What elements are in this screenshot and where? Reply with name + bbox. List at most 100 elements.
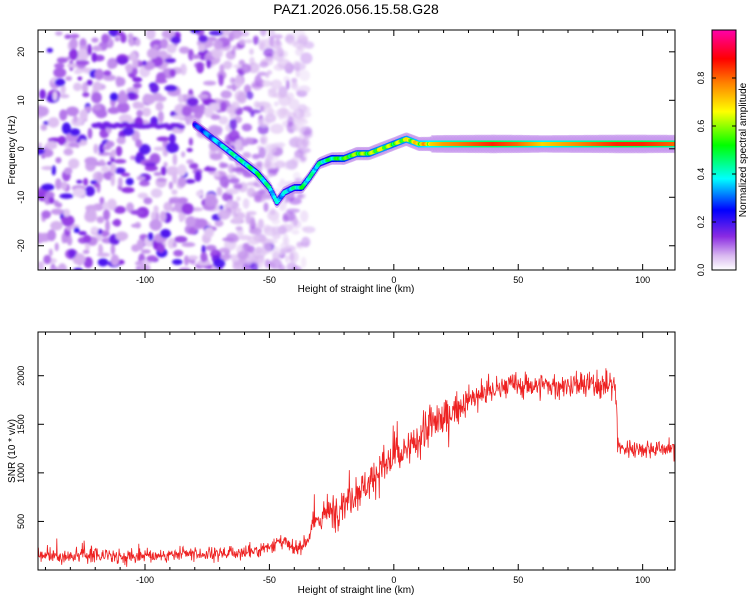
noise-blob (287, 116, 294, 127)
noise-blob (209, 30, 223, 36)
noise-blob (61, 214, 75, 227)
noise-blob (116, 56, 128, 65)
snr-series (38, 368, 675, 567)
noise-blob (47, 117, 60, 128)
noise-blob-layer (38, 30, 316, 270)
spectrogram-noise-blobs (38, 30, 316, 270)
snr-x-tick-label: 50 (513, 575, 523, 585)
noise-blob (113, 206, 126, 214)
snr-x-tick-label: 100 (635, 575, 650, 585)
noise-blob (194, 218, 208, 229)
noise-blob (172, 241, 177, 248)
noise-blob (177, 197, 189, 204)
noise-blob (265, 72, 270, 79)
noise-blob (53, 67, 67, 78)
noise-blob (69, 38, 78, 50)
noise-blob (258, 38, 266, 51)
noise-blob (63, 167, 73, 175)
noise-blob (155, 101, 164, 112)
noise-blob (132, 67, 138, 76)
noise-blob (225, 106, 236, 114)
noise-blob (93, 143, 99, 154)
noise-blob (63, 148, 74, 156)
noise-blob (149, 219, 162, 231)
noise-blob (259, 79, 264, 84)
noise-blob (204, 196, 219, 207)
noise-blob (177, 93, 184, 103)
noise-blob (274, 160, 286, 169)
noise-blob (297, 193, 306, 199)
noise-blob (181, 151, 186, 158)
noise-blob (235, 226, 243, 231)
noise-blob (98, 143, 105, 154)
noise-blob (247, 235, 261, 245)
noise-blob (293, 61, 301, 72)
noise-blob (257, 218, 264, 230)
noise-blob (59, 109, 68, 121)
noise-blob (114, 36, 120, 42)
noise-blob (127, 33, 134, 40)
noise-blob (105, 140, 115, 148)
noise-blob (146, 255, 158, 262)
noise-blob (286, 92, 295, 101)
noise-blob (68, 249, 77, 258)
noise-blob (134, 261, 144, 266)
noise-blob (60, 84, 66, 95)
noise-blob (55, 157, 62, 164)
noise-blob (83, 256, 93, 269)
noise-blob (41, 210, 52, 219)
noise-blob (38, 261, 45, 270)
snr-line (38, 368, 675, 567)
snr-x-label: Height of straight line (km) (298, 585, 415, 596)
snr-frame (37, 331, 676, 571)
noise-blob (270, 39, 283, 50)
noise-blob (56, 57, 68, 64)
noise-blob (249, 216, 256, 228)
noise-blob (110, 254, 120, 266)
noise-blob (157, 110, 164, 123)
noise-blob (100, 165, 110, 173)
noise-blob (234, 139, 243, 152)
noise-blob (149, 83, 159, 94)
noise-blob (237, 250, 249, 260)
noise-blob (218, 116, 229, 125)
noise-blob (68, 142, 79, 148)
noise-blob (198, 34, 208, 43)
noise-blob (87, 208, 97, 220)
noise-blob (233, 183, 243, 190)
noise-blob (282, 211, 296, 222)
noise-blob (78, 48, 88, 60)
noise-blob (181, 242, 196, 248)
noise-blob (231, 48, 236, 55)
noise-blob (201, 244, 206, 255)
noise-blob (188, 227, 197, 235)
noise-blob (73, 227, 80, 234)
noise-blob (116, 31, 124, 37)
noise-blob (94, 68, 104, 81)
noise-blob (93, 183, 100, 188)
noise-blob (87, 127, 93, 140)
noise-blob (299, 131, 304, 140)
noise-blob (211, 249, 218, 255)
snr-y-tick-label: 1000 (16, 463, 26, 483)
noise-blob (263, 47, 275, 58)
noise-blob (61, 233, 67, 244)
noise-blob (92, 45, 103, 52)
noise-blob (293, 135, 299, 148)
noise-blob (300, 236, 311, 248)
noise-blob (128, 38, 135, 47)
noise-blob (186, 159, 194, 165)
noise-blob (115, 92, 129, 104)
noise-blob (165, 142, 179, 154)
noise-blob (113, 159, 127, 164)
noise-blob (132, 101, 142, 109)
noise-blob (257, 189, 267, 194)
noise-blob (171, 189, 178, 195)
noise-blob (160, 166, 167, 176)
snr-x-tick-label: 0 (391, 575, 396, 585)
noise-blob (219, 101, 228, 112)
noise-blob (60, 181, 68, 191)
noise-blob (138, 180, 150, 187)
